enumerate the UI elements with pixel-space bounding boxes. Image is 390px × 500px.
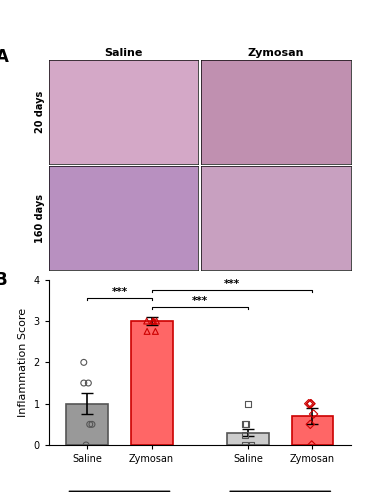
Point [306,400,312,407]
Y-axis label: 160 days: 160 days [35,194,44,243]
Point [310,410,317,418]
Text: ***: *** [192,296,208,306]
Title: Zymosan: Zymosan [248,48,305,58]
Text: ***: *** [224,279,240,289]
Y-axis label: 20 days: 20 days [35,91,44,133]
Bar [291,416,333,445]
Title: Saline: Saline [105,48,143,58]
Point [83,441,89,449]
Point [144,328,150,336]
Point [87,420,93,428]
Y-axis label: Inflammation Score: Inflammation Score [18,308,28,417]
Point [242,441,248,449]
Point [152,328,158,336]
Point [151,317,157,325]
Point [81,379,87,387]
Point [144,317,150,325]
Point [85,379,92,387]
Point [242,420,248,428]
Point [307,420,314,428]
Point [308,441,315,449]
Text: ***: *** [112,288,128,298]
Point [81,358,87,366]
Point [89,420,95,428]
Point [153,317,160,325]
Point [308,400,314,407]
Text: B: B [0,272,7,289]
Bar [66,404,108,445]
Bar [131,321,172,445]
Point [307,400,314,407]
Point [242,430,248,438]
Point [245,400,252,407]
Point [243,420,249,428]
Text: A: A [0,48,9,66]
Point [149,317,156,325]
Bar [227,432,269,445]
Point [248,441,255,449]
